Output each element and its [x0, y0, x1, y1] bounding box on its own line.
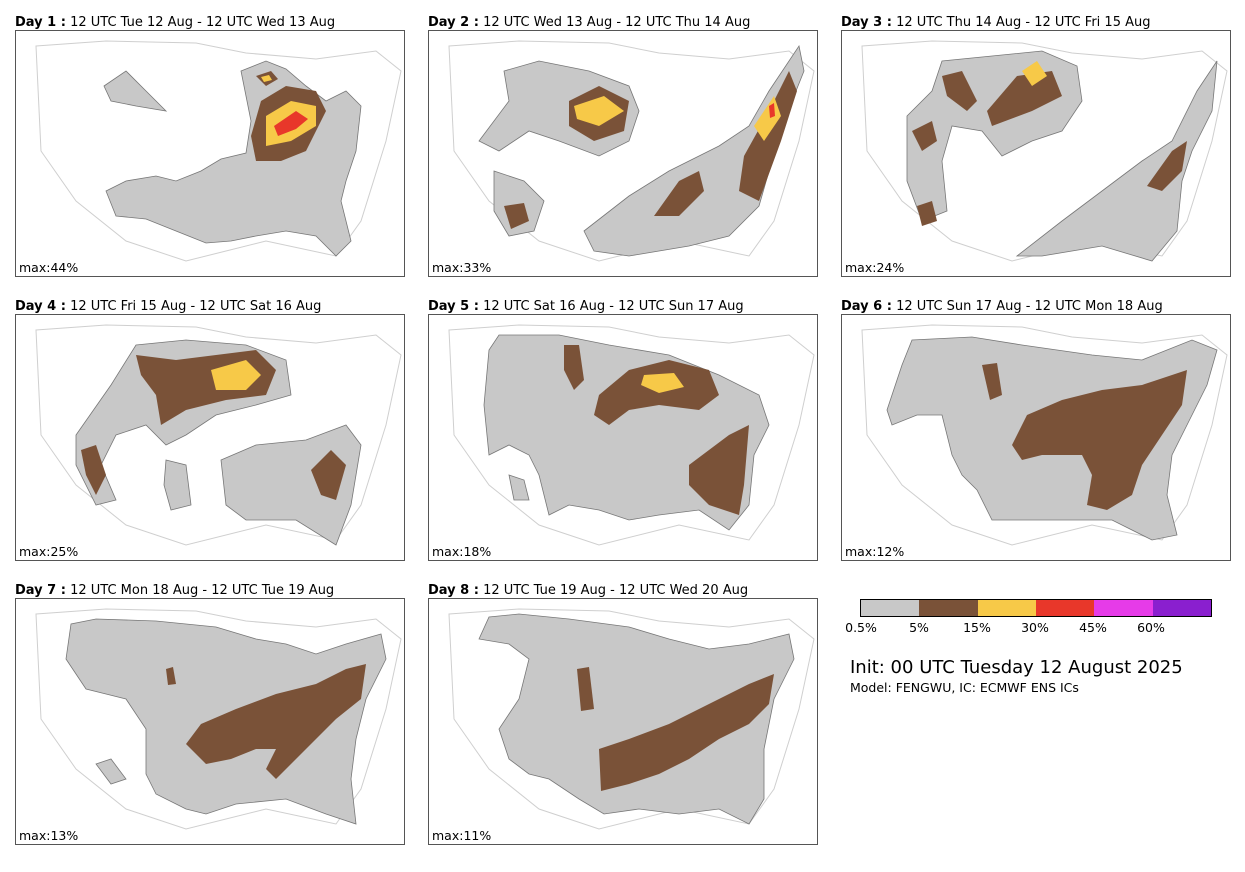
map-frame: max:18%: [428, 314, 818, 561]
panel-title: Day 4 : 12 UTC Fri 15 Aug - 12 UTC Sat 1…: [15, 299, 321, 315]
max-label: max:33%: [432, 260, 492, 275]
model-label: Model: FENGWU, IC: ECMWF ENS ICs: [850, 680, 1079, 695]
max-label: max:44%: [19, 260, 79, 275]
map-frame: max:13%: [15, 598, 405, 845]
day-label: Day 6 :: [841, 299, 892, 314]
day-label: Day 2 :: [428, 15, 479, 30]
panel-title: Day 1 : 12 UTC Tue 12 Aug - 12 UTC Wed 1…: [15, 15, 335, 31]
period-label: 12 UTC Mon 18 Aug - 12 UTC Tue 19 Aug: [70, 583, 335, 598]
day-label: Day 3 :: [841, 15, 892, 30]
probability-map: [861, 40, 1228, 262]
map-frame: max:44%: [15, 30, 405, 277]
probability-map: [448, 608, 815, 830]
period-label: 12 UTC Tue 19 Aug - 12 UTC Wed 20 Aug: [483, 583, 749, 598]
panel-title: Day 5 : 12 UTC Sat 16 Aug - 12 UTC Sun 1…: [428, 299, 744, 315]
probability-map: [448, 324, 815, 546]
panel-title: Day 8 : 12 UTC Tue 19 Aug - 12 UTC Wed 2…: [428, 583, 748, 599]
max-label: max:18%: [432, 544, 492, 559]
probability-map: [35, 608, 402, 830]
map-frame: max:24%: [841, 30, 1231, 277]
period-label: 12 UTC Sun 17 Aug - 12 UTC Mon 18 Aug: [896, 299, 1163, 314]
period-label: 12 UTC Thu 14 Aug - 12 UTC Fri 15 Aug: [896, 15, 1151, 30]
day-label: Day 5 :: [428, 299, 479, 314]
legend-tick: 15%: [963, 620, 991, 635]
map-frame: max:33%: [428, 30, 818, 277]
max-label: max:13%: [19, 828, 79, 843]
legend-swatch-5: [1152, 600, 1211, 616]
day-label: Day 4 :: [15, 299, 66, 314]
panel-title: Day 7 : 12 UTC Mon 18 Aug - 12 UTC Tue 1…: [15, 583, 334, 599]
day-label: Day 7 :: [15, 583, 66, 598]
legend-swatch-3: [1035, 600, 1095, 616]
max-label: max:11%: [432, 828, 492, 843]
legend-tick: 5%: [909, 620, 929, 635]
day-label: Day 1 :: [15, 15, 66, 30]
probability-map: [35, 40, 402, 262]
max-label: max:24%: [845, 260, 905, 275]
period-label: 12 UTC Wed 13 Aug - 12 UTC Thu 14 Aug: [483, 15, 751, 30]
legend-swatch-2: [977, 600, 1036, 616]
probability-map: [861, 324, 1228, 546]
panel-title: Day 6 : 12 UTC Sun 17 Aug - 12 UTC Mon 1…: [841, 299, 1163, 315]
max-label: max:12%: [845, 544, 905, 559]
legend-swatch-0: [861, 600, 920, 616]
legend-tick: 45%: [1079, 620, 1107, 635]
panel-title: Day 2 : 12 UTC Wed 13 Aug - 12 UTC Thu 1…: [428, 15, 750, 31]
period-label: 12 UTC Sat 16 Aug - 12 UTC Sun 17 Aug: [483, 299, 744, 314]
legend-swatch-1: [919, 600, 978, 616]
panel-title: Day 3 : 12 UTC Thu 14 Aug - 12 UTC Fri 1…: [841, 15, 1150, 31]
legend-swatch-4: [1094, 600, 1153, 616]
period-label: 12 UTC Fri 15 Aug - 12 UTC Sat 16 Aug: [70, 299, 322, 314]
map-frame: max:12%: [841, 314, 1231, 561]
period-label: 12 UTC Tue 12 Aug - 12 UTC Wed 13 Aug: [70, 15, 336, 30]
init-time-label: Init: 00 UTC Tuesday 12 August 2025: [850, 657, 1183, 678]
probability-map: [448, 40, 815, 262]
legend-tick: 60%: [1137, 620, 1165, 635]
map-frame: max:25%: [15, 314, 405, 561]
map-frame: max:11%: [428, 598, 818, 845]
legend-tick: 30%: [1021, 620, 1049, 635]
max-label: max:25%: [19, 544, 79, 559]
legend-colorbar: [860, 599, 1212, 617]
day-label: Day 8 :: [428, 583, 479, 598]
legend-tick: 0.5%: [845, 620, 877, 635]
probability-map: [35, 324, 402, 546]
